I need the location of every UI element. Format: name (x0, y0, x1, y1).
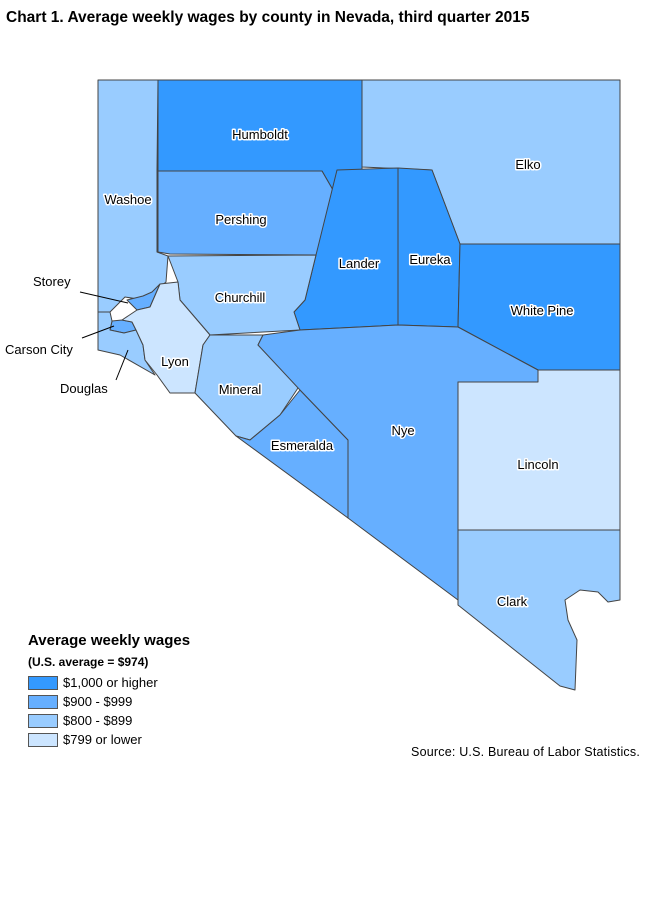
county-label-lyon: Lyon (161, 354, 189, 369)
county-clark (457, 529, 621, 691)
legend-item-799-lower: $799 or lower (28, 730, 190, 749)
legend-title: Average weekly wages (28, 632, 191, 649)
county-label-pershing: Pershing (215, 212, 266, 227)
legend-label: $799 or lower (63, 732, 142, 747)
legend-label: $800 - $899 (63, 713, 133, 728)
county-label-churchill: Churchill (215, 290, 266, 305)
county-lincoln (457, 369, 621, 531)
legend-label: $1,000 or higher (63, 675, 158, 690)
legend-item-800-899: $800 - $899 (28, 711, 190, 730)
county-label-storey: Storey (33, 274, 71, 289)
legend-swatch (28, 694, 58, 709)
leader-line-storey (79, 291, 129, 304)
legend-swatch (28, 732, 58, 747)
legend-item-1000-plus: $1,000 or higher (28, 673, 190, 692)
county-label-carson-city: Carson City (5, 342, 73, 357)
county-label-washoe: Washoe (104, 192, 151, 207)
county-label-nye: Nye (391, 423, 414, 438)
legend-subtitle: (U.S. average = $974) (28, 655, 149, 669)
leader-line-douglas (115, 349, 129, 381)
chart-title: Chart 1. Average weekly wages by county … (6, 9, 530, 26)
county-label-lander: Lander (339, 256, 380, 271)
county-label-eureka: Eureka (409, 252, 451, 267)
county-label-douglas: Douglas (60, 381, 108, 396)
leader-line-carson-city (81, 325, 115, 339)
legend-swatch (28, 675, 58, 690)
county-label-humboldt: Humboldt (232, 127, 288, 142)
county-label-lincoln: Lincoln (517, 457, 558, 472)
legend-swatch (28, 713, 58, 728)
county-label-white-pine: White Pine (511, 303, 574, 318)
county-label-mineral: Mineral (219, 382, 262, 397)
county-label-elko: Elko (515, 157, 540, 172)
county-label-esmeralda: Esmeralda (271, 438, 334, 453)
legend-label: $900 - $999 (63, 694, 133, 709)
legend: Average weekly wages (U.S. average = $97… (28, 632, 190, 749)
source-note: Source: U.S. Bureau of Labor Statistics. (411, 745, 640, 759)
county-label-clark: Clark (497, 594, 528, 609)
county-lyon (121, 281, 211, 394)
legend-item-900-999: $900 - $999 (28, 692, 190, 711)
